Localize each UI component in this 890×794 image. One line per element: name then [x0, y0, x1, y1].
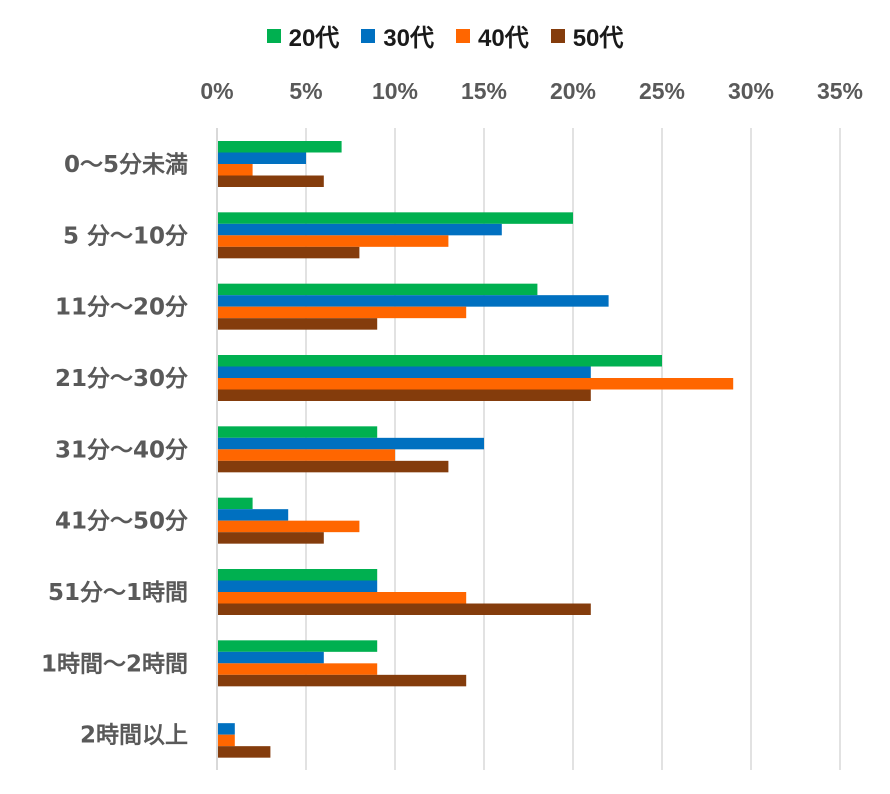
- legend-swatch-20s: [266, 28, 281, 43]
- legend-label-50s: 50代: [572, 25, 624, 52]
- bar-40代-0: [217, 164, 253, 176]
- y-category-label-0: 0～5分未満: [64, 152, 188, 178]
- legend-item-40s: 40代: [456, 18, 529, 53]
- bar-40代-6: [217, 592, 467, 604]
- bar-50代-7: [217, 674, 467, 687]
- bar-40代-4: [217, 449, 395, 461]
- legend-swatch-50s: [550, 28, 565, 43]
- y-category-label-4: 31分～40分: [55, 437, 188, 463]
- y-category-label-5: 41分～50分: [55, 509, 188, 535]
- bar-40代-5: [217, 520, 360, 533]
- bar-30代-2: [217, 295, 609, 307]
- bar-40代-1: [217, 235, 449, 247]
- bar-30代-6: [217, 580, 378, 592]
- bar-30代-4: [217, 437, 484, 450]
- legend-item-20s: 20代: [266, 18, 340, 53]
- bar-20代-2: [217, 283, 538, 296]
- bar-40代-2: [217, 306, 467, 319]
- y-category-label-3: 21分～30分: [55, 366, 188, 392]
- x-tick-label-5: 25%: [639, 78, 685, 104]
- bar-20代-5: [217, 497, 253, 510]
- bar-50代-1: [217, 246, 360, 259]
- x-tick-label-0: 0%: [200, 78, 233, 104]
- bar-40代-8: [217, 734, 235, 747]
- bar-30代-3: [217, 366, 591, 378]
- legend-swatch-30s: [361, 28, 376, 43]
- bar-30代-1: [217, 223, 502, 236]
- bar-40代-7: [217, 663, 378, 675]
- bar-30代-0: [217, 152, 306, 164]
- bar-20代-7: [217, 640, 378, 652]
- legend-item-30s: 30代: [361, 18, 434, 53]
- bar-50代-3: [217, 389, 591, 401]
- legend: 20代 30代 40代 50代: [0, 18, 890, 53]
- bar-50代-8: [217, 746, 271, 758]
- legend-label-30s: 30代: [383, 25, 434, 52]
- x-tick-label-4: 20%: [550, 78, 596, 104]
- bar-20代-1: [217, 212, 573, 224]
- x-tick-label-2: 10%: [372, 78, 418, 104]
- legend-label-40s: 40代: [478, 25, 529, 52]
- y-category-label-2: 11分～20分: [55, 295, 188, 321]
- bar-20代-0: [217, 141, 342, 153]
- bar-20代-6: [217, 569, 378, 581]
- bar-50代-6: [217, 603, 591, 615]
- legend-label-20s: 20代: [288, 25, 340, 52]
- x-tick-label-7: 35%: [817, 78, 863, 104]
- legend-item-50s: 50代: [550, 18, 624, 53]
- bar-30代-5: [217, 509, 289, 521]
- bar-50代-2: [217, 318, 378, 330]
- x-tick-label-6: 30%: [728, 78, 774, 104]
- y-category-label-8: 2時間以上: [80, 723, 188, 749]
- bar-30代-8: [217, 723, 235, 735]
- x-tick-label-3: 15%: [461, 78, 507, 104]
- bar-20代-4: [217, 426, 378, 438]
- bar-50代-4: [217, 460, 449, 473]
- bar-30代-7: [217, 651, 324, 664]
- bar-40代-3: [217, 378, 734, 390]
- legend-swatch-40s: [456, 28, 470, 43]
- x-tick-label-1: 5%: [289, 78, 322, 104]
- y-category-label-7: 1時間～2時間: [41, 651, 188, 677]
- bar-50代-0: [217, 175, 324, 187]
- y-category-label-1: 5 分～10分: [63, 223, 188, 249]
- y-category-label-6: 51分～1時間: [48, 580, 188, 606]
- bar-20代-3: [217, 355, 662, 367]
- bar-50代-5: [217, 532, 324, 544]
